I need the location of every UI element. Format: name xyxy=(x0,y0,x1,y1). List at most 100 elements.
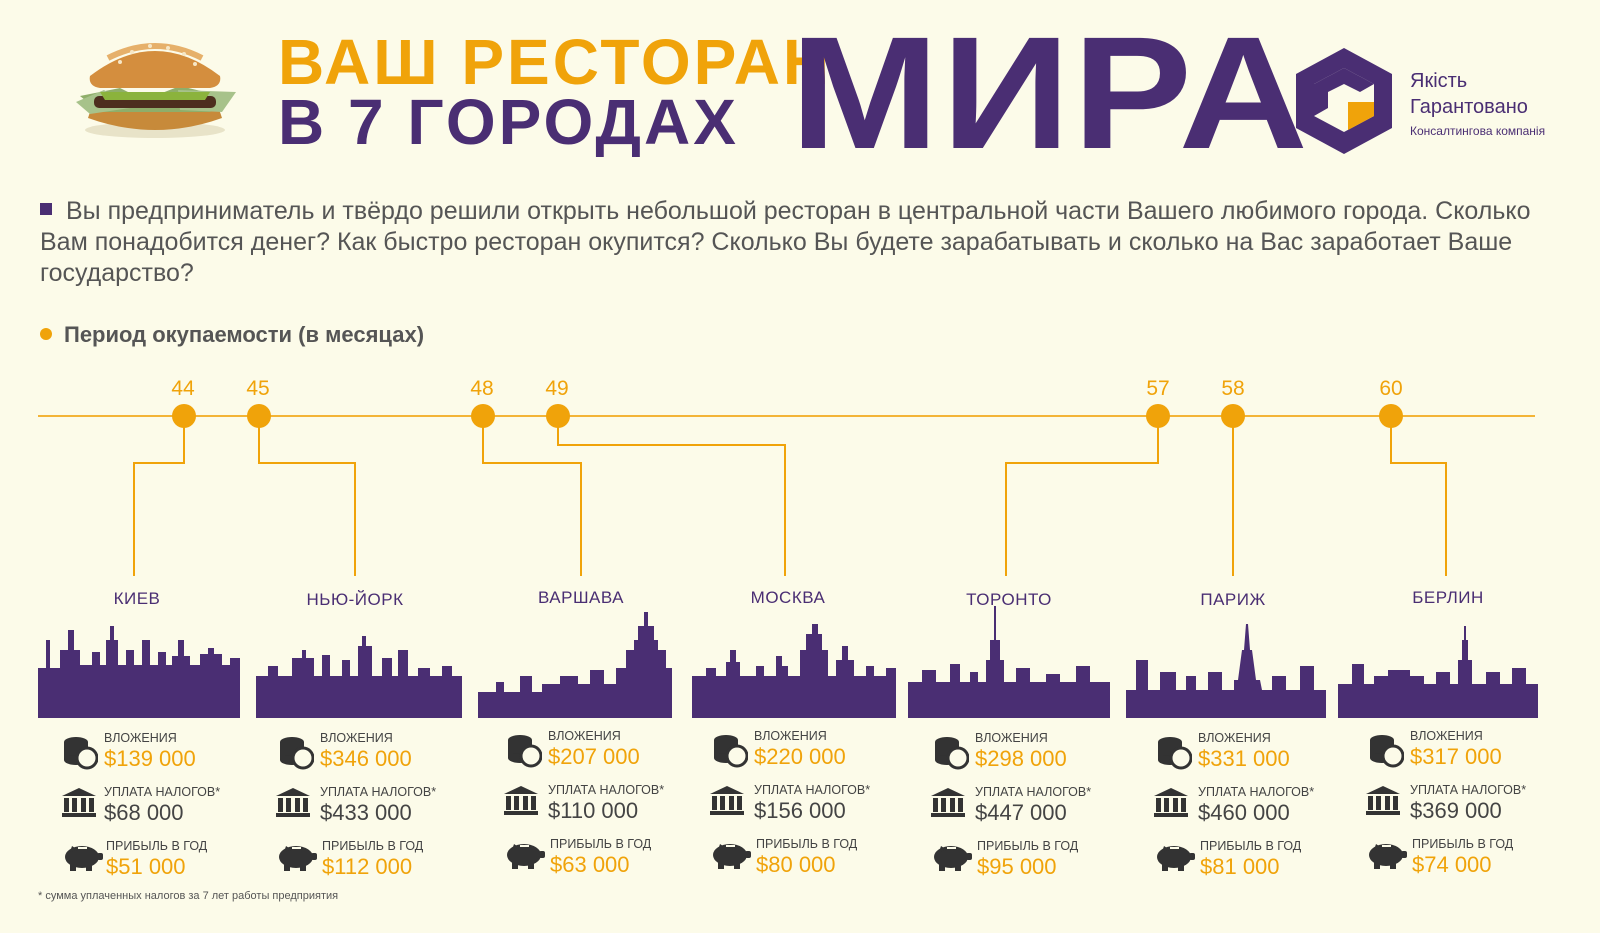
piggy-bank-icon xyxy=(65,846,103,871)
investment-label: ВЛОЖЕНИЯ xyxy=(320,731,393,745)
payback-dot xyxy=(546,404,570,428)
taxes-label: УПЛАТА НАЛОГОВ* xyxy=(320,785,437,799)
investment-value: $331 000 xyxy=(1198,746,1290,771)
logo-name-line2: Гарантовано xyxy=(1410,96,1528,118)
payback-months-label: 45 xyxy=(246,377,270,400)
taxes-label: УПЛАТА НАЛОГОВ* xyxy=(104,785,221,799)
bank-icon xyxy=(931,788,965,817)
payback-dot xyxy=(1146,404,1170,428)
investment-value: $139 000 xyxy=(104,746,196,771)
city-name-warsaw: ВАРШАВА xyxy=(538,588,624,607)
payback-label-text: Период окупаемости (в месяцах) xyxy=(64,322,425,347)
piggy-bank-icon xyxy=(507,844,545,869)
city-stats-new-york: ВЛОЖЕНИЯ $346 000 УПЛАТА НАЛОГОВ* $433 0… xyxy=(274,728,484,883)
investment-label: ВЛОЖЕНИЯ xyxy=(104,731,177,745)
profit-label: ПРИБЫЛЬ В ГОД xyxy=(322,839,424,853)
profit-value: $81 000 xyxy=(1200,854,1280,879)
profit-value: $74 000 xyxy=(1412,852,1492,877)
title-line2: В 7 ГОРОДАХ xyxy=(278,86,739,158)
investment-label: ВЛОЖЕНИЯ xyxy=(1410,729,1483,743)
footnote: * сумма уплаченных налогов за 7 лет рабо… xyxy=(38,890,339,902)
payback-months-label: 49 xyxy=(545,377,569,400)
investment-value: $207 000 xyxy=(548,744,640,769)
investment-label: ВЛОЖЕНИЯ xyxy=(548,729,621,743)
taxes-value: $369 000 xyxy=(1410,798,1502,823)
payback-months-label: 48 xyxy=(470,377,494,400)
city-name-berlin: БЕРЛИН xyxy=(1412,588,1484,607)
profit-value: $63 000 xyxy=(550,852,630,877)
city-name-paris: ПАРИЖ xyxy=(1200,590,1266,609)
piggy-bank-icon xyxy=(934,846,972,871)
payback-months-label: 60 xyxy=(1379,377,1403,400)
city-stats-berlin: ВЛОЖЕНИЯ $317 000 УПЛАТА НАЛОГОВ* $369 0… xyxy=(1364,726,1574,881)
coins-icon xyxy=(714,735,748,768)
profit-value: $51 000 xyxy=(106,854,186,879)
payback-dot xyxy=(172,404,196,428)
profit-label: ПРИБЫЛЬ В ГОД xyxy=(106,839,208,853)
profit-label: ПРИБЫЛЬ В ГОД xyxy=(756,837,858,851)
bank-icon xyxy=(710,786,744,815)
investment-value: $317 000 xyxy=(1410,744,1502,769)
bank-icon xyxy=(62,788,96,817)
city-name-moscow: МОСКВА xyxy=(750,588,826,607)
bank-icon xyxy=(1154,788,1188,817)
profit-label: ПРИБЫЛЬ В ГОД xyxy=(550,837,652,851)
city-name-kyiv: КИЕВ xyxy=(113,589,161,608)
profit-value: $95 000 xyxy=(977,854,1057,879)
city-name-toronto: ТОРОНТО xyxy=(966,590,1052,609)
payback-months-label: 58 xyxy=(1221,377,1245,400)
coins-icon xyxy=(935,737,969,770)
payback-dot xyxy=(247,404,271,428)
bullet-dot-icon xyxy=(40,328,52,341)
company-logo-icon xyxy=(1296,48,1392,154)
intro-text: Вы предприниматель и твёрдо решили откры… xyxy=(40,197,1531,287)
logo-name-line1: Якість xyxy=(1410,70,1468,92)
taxes-label: УПЛАТА НАЛОГОВ* xyxy=(548,783,665,797)
taxes-label: УПЛАТА НАЛОГОВ* xyxy=(1198,785,1315,799)
city-stats-kyiv: ВЛОЖЕНИЯ $139 000 УПЛАТА НАЛОГОВ* $68 00… xyxy=(58,728,268,883)
coins-icon xyxy=(508,735,542,768)
coins-icon xyxy=(280,737,314,770)
taxes-value: $433 000 xyxy=(320,800,412,825)
payback-months-label: 44 xyxy=(171,377,195,400)
piggy-bank-icon xyxy=(279,846,317,871)
profit-label: ПРИБЫЛЬ В ГОД xyxy=(1412,837,1514,851)
investment-label: ВЛОЖЕНИЯ xyxy=(754,729,827,743)
taxes-value: $447 000 xyxy=(975,800,1067,825)
taxes-value: $110 000 xyxy=(548,798,639,823)
title-big-word: МИРА xyxy=(790,3,1311,182)
investment-label: ВЛОЖЕНИЯ xyxy=(1198,731,1271,745)
piggy-bank-icon xyxy=(1369,844,1407,869)
payback-dot xyxy=(1379,404,1403,428)
taxes-value: $68 000 xyxy=(104,800,184,825)
taxes-label: УПЛАТА НАЛОГОВ* xyxy=(975,785,1092,799)
city-stats-toronto: ВЛОЖЕНИЯ $298 000 УПЛАТА НАЛОГОВ* $447 0… xyxy=(929,728,1139,883)
investment-value: $220 000 xyxy=(754,744,846,769)
profit-value: $112 000 xyxy=(322,854,413,879)
piggy-bank-icon xyxy=(713,844,751,869)
taxes-value: $460 000 xyxy=(1198,800,1290,825)
bank-icon xyxy=(504,786,538,815)
piggy-bank-icon xyxy=(1157,846,1195,871)
city-name-new-york: НЬЮ-ЙОРК xyxy=(306,590,404,609)
city-stats-moscow: ВЛОЖЕНИЯ $220 000 УПЛАТА НАЛОГОВ* $156 0… xyxy=(708,726,918,881)
city-stats-warsaw: ВЛОЖЕНИЯ $207 000 УПЛАТА НАЛОГОВ* $110 0… xyxy=(502,726,712,881)
taxes-label: УПЛАТА НАЛОГОВ* xyxy=(754,783,871,797)
investment-value: $298 000 xyxy=(975,746,1067,771)
city-stats-paris: ВЛОЖЕНИЯ $331 000 УПЛАТА НАЛОГОВ* $460 0… xyxy=(1152,728,1362,883)
bullet-square-icon xyxy=(40,203,52,216)
burger-money-illustration xyxy=(76,43,236,138)
profit-label: ПРИБЫЛЬ В ГОД xyxy=(977,839,1079,853)
payback-section-label: Период окупаемости (в месяцах) xyxy=(40,322,424,348)
taxes-value: $156 000 xyxy=(754,798,846,823)
taxes-label: УПЛАТА НАЛОГОВ* xyxy=(1410,783,1527,797)
coins-icon xyxy=(64,737,98,770)
payback-months-label: 57 xyxy=(1146,377,1170,400)
investment-value: $346 000 xyxy=(320,746,412,771)
payback-dot xyxy=(471,404,495,428)
bank-icon xyxy=(1366,786,1400,815)
bank-icon xyxy=(276,788,310,817)
coins-icon xyxy=(1370,735,1404,768)
